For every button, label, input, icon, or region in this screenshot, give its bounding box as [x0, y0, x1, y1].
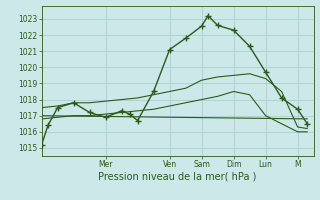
X-axis label: Pression niveau de la mer( hPa ): Pression niveau de la mer( hPa ): [99, 172, 257, 182]
